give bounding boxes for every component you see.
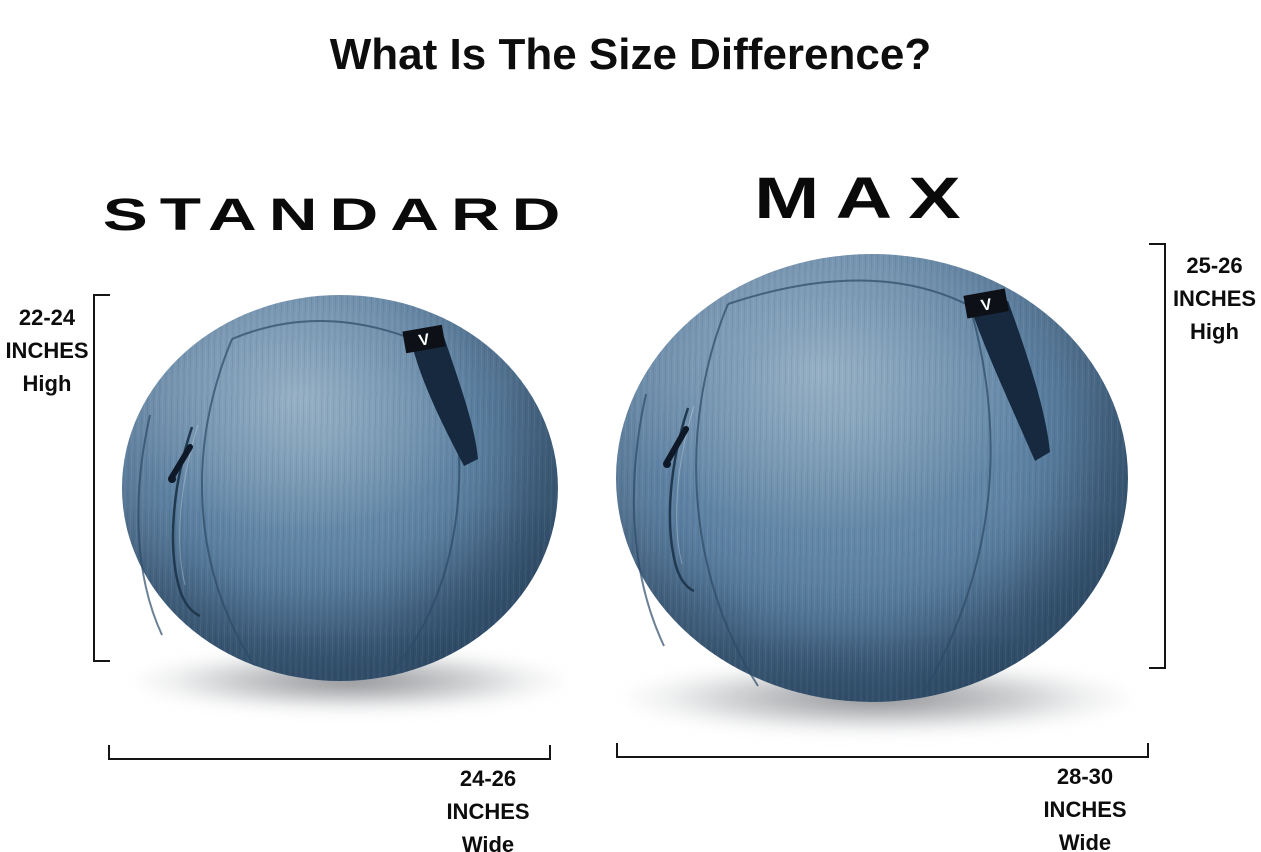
ball-max-details: V <box>632 279 1050 697</box>
seam-line <box>921 305 992 697</box>
carry-handle <box>972 301 1050 461</box>
seam-line <box>695 303 759 687</box>
brand-tag: V <box>963 288 1009 319</box>
seam-line <box>632 393 665 647</box>
sitting-ball-max: V <box>616 254 1128 702</box>
brand-logo-letter: V <box>980 296 994 315</box>
seam-line <box>727 279 971 307</box>
seam-line <box>137 414 163 636</box>
brand-tag-rect <box>963 288 1009 319</box>
brand-logo-letter: V <box>418 331 432 350</box>
height-bracket-max <box>1149 243 1166 669</box>
zipper-highlight <box>676 405 695 565</box>
width-bracket-max <box>616 743 1149 758</box>
zipper-pull-tip <box>663 460 671 468</box>
product-label-standard: STANDARD <box>103 189 573 240</box>
brand-tag-rect <box>402 324 446 354</box>
zipper-pull <box>664 426 689 465</box>
sitting-ball-standard: V <box>122 295 558 681</box>
ball-standard-details: V <box>137 320 478 676</box>
height-measurement-max: 25-26 INCHES High <box>1172 253 1257 344</box>
carry-handle <box>412 337 478 466</box>
width-bracket-standard <box>108 745 551 760</box>
width-measurement-max: 28-30 INCHES Wide <box>1043 764 1127 852</box>
zipper-pull-tip <box>168 475 176 483</box>
zipper-pull <box>169 444 193 480</box>
seam-line <box>201 338 255 666</box>
width-measurement-standard: 24-26 INCHES Wide <box>446 766 530 852</box>
product-label-max: MAX <box>753 166 977 231</box>
height-bracket-standard <box>93 294 110 662</box>
height-measurement-standard: 22-24 INCHES High <box>5 305 89 396</box>
page-title: What Is The Size Difference? <box>329 30 932 80</box>
zipper <box>171 426 201 618</box>
brand-tag: V <box>402 324 446 354</box>
